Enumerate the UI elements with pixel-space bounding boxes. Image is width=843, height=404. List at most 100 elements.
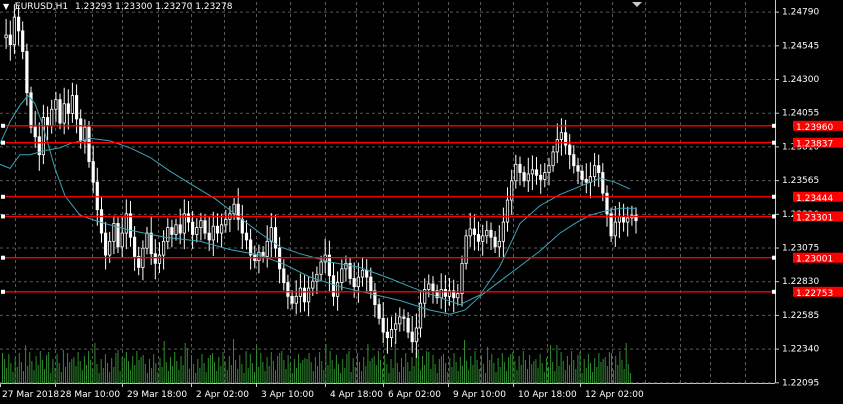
volume-bar — [472, 365, 474, 383]
volume-bar — [92, 369, 94, 383]
volume-bar — [176, 361, 178, 383]
volume-bar — [60, 372, 62, 383]
volume-bar — [111, 358, 113, 383]
candle-body — [265, 240, 269, 257]
volume-bar — [107, 363, 108, 383]
candle-body — [25, 51, 29, 94]
volume-bar — [552, 362, 554, 383]
candle-body — [601, 172, 605, 194]
volume-bar — [317, 366, 318, 383]
volume-bar — [321, 361, 323, 383]
volume-bar — [608, 352, 610, 383]
volume-bar — [209, 355, 211, 383]
price-tick-label: 1.23075 — [782, 244, 819, 254]
volume-bar — [235, 360, 237, 383]
volume-bar — [14, 358, 16, 383]
volume-bar — [323, 370, 325, 383]
volume-bar — [480, 355, 482, 383]
shift-marker-icon — [632, 2, 642, 7]
candle-body — [277, 247, 282, 270]
volume-bar — [245, 351, 247, 383]
volume-bar — [506, 371, 507, 383]
candle-body — [137, 256, 141, 268]
candle-body — [526, 173, 530, 182]
volume-bar — [44, 369, 45, 383]
volume-bar — [73, 357, 75, 383]
time-tick-label: 27 Mar 2018 — [2, 390, 59, 400]
level-price-label: 1.23960 — [796, 123, 833, 133]
volume-bar — [617, 365, 619, 383]
volume-bar — [564, 370, 566, 383]
candle-body — [331, 275, 336, 297]
candle-body — [240, 218, 244, 234]
volume-bar — [220, 366, 222, 383]
candle-body — [501, 221, 506, 242]
level-anchor-left — [1, 255, 5, 260]
volume-bar — [224, 361, 226, 383]
level-price-label: 1.23001 — [796, 255, 833, 265]
candle-body — [427, 283, 431, 290]
volume-bar — [365, 366, 367, 383]
volume-bar — [493, 363, 495, 383]
volume-bar — [228, 356, 230, 383]
candle-body — [543, 172, 547, 180]
volume-bar — [312, 371, 314, 383]
volume-bar — [419, 370, 421, 383]
volume-bar — [56, 354, 58, 383]
candle-body — [70, 95, 74, 114]
volume-bar — [382, 369, 384, 383]
volume-bar — [524, 360, 526, 383]
time-tick-label: 28 Mar 10:00 — [60, 390, 120, 400]
level-price-tag — [793, 191, 843, 202]
volume-bar — [434, 364, 436, 383]
volume-bar — [304, 358, 306, 383]
volume-bar — [298, 354, 300, 383]
volume-bar — [155, 363, 157, 383]
volume-bar — [188, 369, 190, 383]
candle-body — [21, 30, 25, 52]
volume-bar — [457, 371, 459, 383]
candle-body — [617, 216, 622, 223]
volume-bar — [230, 365, 232, 383]
candle-body — [605, 192, 609, 215]
volume-bar — [144, 364, 146, 383]
triangle-down-icon[interactable]: ▼ — [3, 2, 10, 11]
candle-body — [489, 229, 493, 238]
price-tick-label: 1.23565 — [782, 176, 819, 186]
volume-bar — [96, 364, 98, 383]
volume-bar — [218, 357, 220, 383]
candle-body — [174, 224, 178, 235]
volume-bar — [459, 357, 461, 383]
volume-bar — [262, 362, 264, 383]
volume-bar — [167, 371, 169, 383]
candle-body — [472, 228, 477, 235]
volume-bar — [361, 371, 363, 383]
candle-body — [468, 228, 472, 237]
volume-bar — [485, 373, 486, 383]
time-tick-label: 9 Apr 10:00 — [453, 390, 506, 400]
time-tick-label: 6 Apr 02:00 — [388, 390, 441, 400]
volume-bar — [27, 366, 29, 383]
candle-body — [335, 282, 340, 297]
candle-body — [149, 232, 153, 255]
volume-bar — [350, 372, 352, 383]
volume-bar — [394, 342, 396, 383]
volume-bar — [239, 355, 241, 383]
volume-bar — [545, 358, 547, 383]
candle-body — [207, 232, 211, 241]
candle-body — [269, 227, 273, 242]
candle-body — [431, 283, 435, 292]
volume-bar — [153, 354, 155, 383]
candle-body — [37, 136, 41, 156]
volume-bar — [199, 368, 201, 383]
candle-body — [551, 151, 555, 167]
volume-bar — [306, 359, 308, 383]
volume-bar — [37, 365, 39, 383]
candle-body — [211, 225, 215, 241]
volume-bar — [130, 370, 132, 383]
volume-bar — [527, 369, 528, 383]
volume-bar — [172, 366, 174, 383]
candle-body — [514, 163, 518, 182]
